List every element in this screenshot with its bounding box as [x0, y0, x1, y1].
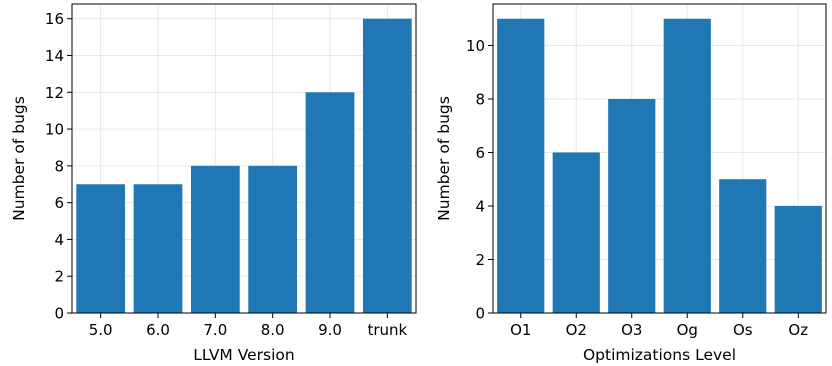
y-axis-label: Number of bugs — [435, 96, 453, 221]
bar-5.0 — [76, 184, 126, 313]
y-tick-label: 0 — [475, 305, 485, 323]
x-tick-label: 9.0 — [318, 321, 342, 339]
y-tick-label: 10 — [466, 37, 485, 55]
x-tick-label: trunk — [367, 321, 407, 339]
bar-7.0 — [190, 165, 240, 313]
bar-8.0 — [248, 165, 298, 313]
x-tick-label: 7.0 — [203, 321, 227, 339]
y-tick-label: 12 — [45, 84, 64, 102]
x-tick-label: O1 — [510, 321, 531, 339]
bar-6.0 — [133, 184, 183, 313]
x-axis-label: Optimizations Level — [583, 346, 736, 364]
plot-frame — [71, 3, 417, 314]
bar-9.0 — [305, 92, 355, 314]
y-axis-label: Number of bugs — [10, 96, 28, 221]
y-tick-label: 4 — [475, 197, 485, 215]
x-tick-label: Oz — [788, 321, 808, 339]
chart-llvm-version: 0 2 4 6 8 10 12 14 16 5.0 6.0 7.0 8.0 9.0 trunk LLVM Ve… — [10, 3, 417, 364]
y-tick-label: 2 — [54, 268, 64, 286]
y-tick-label: 8 — [475, 90, 485, 108]
y-tick-label: 14 — [45, 47, 64, 65]
bar-O1 — [497, 18, 545, 313]
bar-Og — [663, 18, 711, 313]
bar-O2 — [552, 152, 600, 313]
x-axis-label: LLVM Version — [193, 346, 294, 364]
x-tick-label: 5.0 — [89, 321, 113, 339]
x-tick-label: 8.0 — [261, 321, 285, 339]
x-tick-label: Og — [677, 321, 698, 339]
y-tick-label: 10 — [45, 121, 64, 139]
y-tick-label: 6 — [54, 194, 64, 212]
y-tick-label: 4 — [54, 231, 64, 249]
y-tick-label: 6 — [475, 144, 485, 162]
bar-Oz — [774, 205, 822, 313]
bar-Os — [719, 179, 767, 313]
x-tick-label: 6.0 — [146, 321, 170, 339]
y-tick-label: 2 — [475, 251, 485, 269]
y-tick-label: 8 — [54, 157, 64, 175]
x-tick-label: Os — [733, 321, 753, 339]
bar-trunk — [362, 18, 412, 313]
x-tick-label: O2 — [566, 321, 587, 339]
plot-frame — [492, 3, 827, 314]
bar-O3 — [608, 98, 656, 313]
x-tick-label: O3 — [621, 321, 642, 339]
y-tick-label: 16 — [45, 10, 64, 28]
chart-optimization-level: 0 2 4 6 8 10 O1 O2 O3 Og Os Oz Optimizations Level Nu… — [435, 3, 827, 364]
y-tick-label: 0 — [54, 305, 64, 323]
